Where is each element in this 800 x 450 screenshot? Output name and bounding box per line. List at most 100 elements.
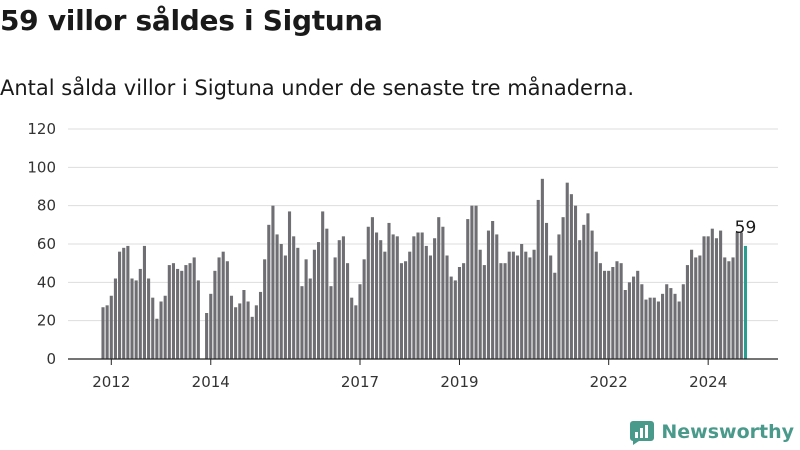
bar	[462, 263, 466, 359]
bar	[308, 278, 312, 359]
bar	[192, 257, 196, 359]
bar	[304, 259, 308, 359]
bar	[495, 234, 499, 359]
bar	[424, 245, 428, 359]
bar	[665, 284, 669, 359]
bar	[159, 301, 163, 359]
bar	[221, 251, 225, 359]
bar	[109, 295, 113, 359]
brand-name: Newsworthy	[661, 421, 794, 443]
bar	[569, 194, 573, 359]
bar	[346, 263, 350, 359]
bar	[287, 211, 292, 359]
bar	[656, 301, 660, 359]
bar	[573, 205, 578, 359]
y-tick-label: 100	[27, 158, 56, 176]
bar	[171, 263, 176, 359]
bar	[292, 236, 296, 359]
bar	[445, 255, 449, 359]
bar	[416, 232, 420, 359]
x-tick-label: 2012	[92, 373, 130, 391]
bar	[138, 268, 142, 359]
bar	[408, 251, 412, 359]
bar	[333, 257, 337, 359]
x-tick-label: 2014	[192, 373, 230, 391]
bar	[395, 236, 399, 359]
bar	[296, 247, 300, 359]
bar	[246, 301, 250, 359]
bar	[486, 230, 491, 359]
bar	[217, 257, 221, 359]
bar	[387, 222, 391, 359]
bar	[126, 245, 130, 359]
bar	[723, 257, 727, 359]
bar	[151, 297, 155, 359]
bar	[412, 236, 416, 359]
bar	[706, 236, 710, 359]
last-value-label: 59	[735, 218, 757, 238]
bar	[213, 270, 217, 359]
bar	[648, 297, 652, 359]
bar	[370, 217, 374, 359]
x-tick-label: 2022	[590, 373, 628, 391]
bar	[611, 267, 615, 359]
bar	[350, 297, 354, 359]
bar	[520, 244, 524, 359]
bar	[549, 255, 553, 359]
bar	[242, 290, 246, 359]
bar	[607, 270, 611, 359]
bar	[685, 265, 689, 359]
bar	[598, 263, 602, 359]
bar	[358, 284, 362, 359]
bar	[690, 249, 694, 359]
x-tick-label: 2024	[689, 373, 727, 391]
y-tick-label: 80	[37, 197, 56, 215]
bar	[130, 278, 134, 359]
bar	[632, 276, 636, 359]
bar	[155, 318, 159, 359]
bar	[478, 249, 482, 359]
bar	[184, 265, 188, 359]
bar	[300, 286, 304, 359]
y-tick-label: 40	[37, 273, 56, 291]
bar	[391, 234, 395, 359]
bar	[101, 307, 105, 359]
bar	[209, 293, 213, 359]
bar	[578, 240, 582, 359]
bar	[544, 222, 549, 359]
bar	[482, 265, 486, 359]
bar	[449, 276, 453, 359]
bar	[180, 270, 184, 359]
bar	[619, 263, 623, 359]
bar	[420, 232, 424, 359]
bar	[735, 232, 739, 359]
bar	[623, 290, 627, 359]
bar	[312, 249, 316, 359]
bar	[399, 263, 403, 359]
bar	[225, 261, 229, 359]
bar	[681, 284, 685, 359]
bar	[428, 255, 432, 359]
bar	[375, 232, 379, 359]
page-title: 59 villor såldes i Sigtuna	[0, 4, 383, 37]
bar	[254, 305, 258, 359]
bar	[142, 245, 146, 359]
bar	[565, 182, 569, 359]
bar	[540, 178, 544, 359]
bar	[636, 270, 640, 359]
y-tick-label: 60	[37, 235, 56, 253]
bar	[337, 240, 341, 359]
bar	[453, 280, 457, 359]
bar	[586, 213, 590, 359]
axes: 0 20 40 60 80 100 120 2012 2014 2017 2019 2022 2024 5…	[27, 120, 778, 391]
bar	[727, 261, 731, 359]
bar-highlight	[743, 245, 748, 359]
bar	[229, 295, 234, 359]
bar	[507, 251, 511, 359]
bar	[105, 305, 109, 359]
bar	[404, 261, 408, 359]
newsworthy-logo-icon	[630, 421, 655, 445]
bar	[441, 226, 445, 359]
bar	[669, 288, 673, 359]
